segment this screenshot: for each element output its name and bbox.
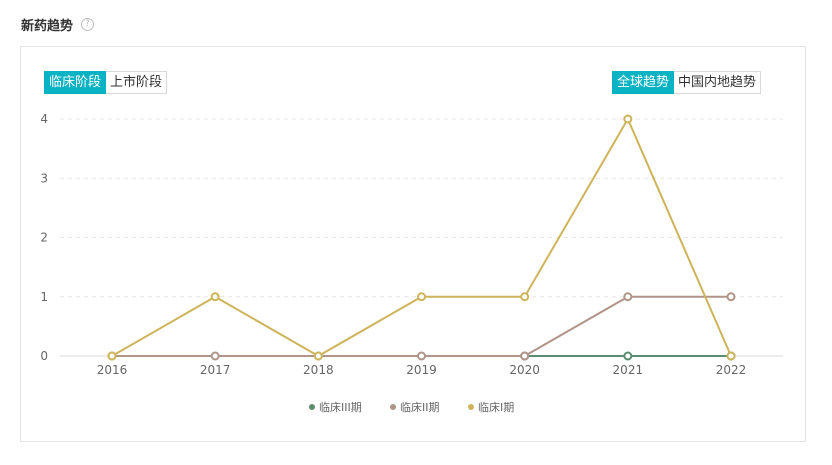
x-tick-label: 2021: [613, 363, 644, 377]
legend-label: 临床I期: [478, 400, 514, 414]
y-tick-label: 3: [40, 171, 48, 185]
data-point: [520, 292, 530, 302]
data-point: [623, 351, 633, 361]
section-title: 新药趋势: [21, 19, 74, 34]
legend-marker: [390, 404, 396, 410]
chart-panel: [20, 46, 806, 442]
legend-label: 临床III期: [319, 400, 362, 414]
tab-clinical-stage[interactable]: 临床阶段: [44, 71, 107, 94]
tab-global-trend[interactable]: 全球趋势: [612, 71, 675, 94]
x-tick-label: 2019: [406, 363, 437, 377]
stage-toggle: 临床阶段 上市阶段: [44, 71, 168, 94]
series-line-2: [112, 295, 731, 357]
x-tick-label: 2022: [716, 363, 747, 377]
x-tick-label: 2018: [303, 363, 334, 377]
data-point: [417, 292, 426, 302]
data-point: [623, 292, 633, 302]
data-point: [313, 351, 323, 361]
legend-marker: [309, 404, 315, 410]
y-tick-label: 2: [40, 231, 48, 245]
tab-market-stage[interactable]: 上市阶段: [106, 71, 168, 94]
legend-marker: [468, 404, 474, 410]
tab-china-trend[interactable]: 中国内地趋势: [674, 71, 762, 94]
x-tick-label: 2016: [97, 363, 128, 377]
data-point: [623, 114, 633, 124]
data-point: [107, 351, 117, 361]
x-tick-label: 2017: [200, 363, 231, 377]
data-point: [726, 292, 736, 302]
y-tick-label: 0: [40, 349, 48, 363]
legend-label: 临床II期: [400, 400, 440, 414]
y-tick-label: 1: [40, 290, 48, 304]
data-point: [210, 292, 220, 302]
x-tick-label: 2020: [509, 363, 540, 377]
data-point: [210, 351, 220, 361]
region-toggle: 全球趋势 中国内地趋势: [612, 71, 762, 94]
y-tick-label: 4: [40, 112, 48, 126]
data-point: [417, 351, 426, 361]
help-icon[interactable]: ?: [81, 18, 94, 31]
data-point: [520, 351, 530, 361]
data-point: [726, 351, 736, 361]
